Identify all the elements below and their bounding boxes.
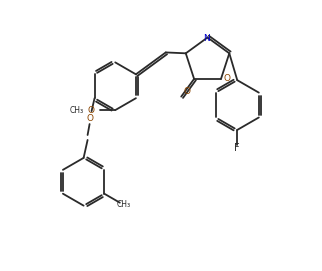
Text: O: O	[87, 106, 94, 115]
Text: O: O	[223, 74, 231, 83]
Text: F: F	[234, 143, 240, 153]
Text: CH₃: CH₃	[116, 200, 130, 209]
Text: O: O	[86, 114, 93, 122]
Text: N: N	[203, 34, 209, 43]
Text: CH₃: CH₃	[69, 106, 83, 115]
Text: O: O	[183, 87, 190, 96]
